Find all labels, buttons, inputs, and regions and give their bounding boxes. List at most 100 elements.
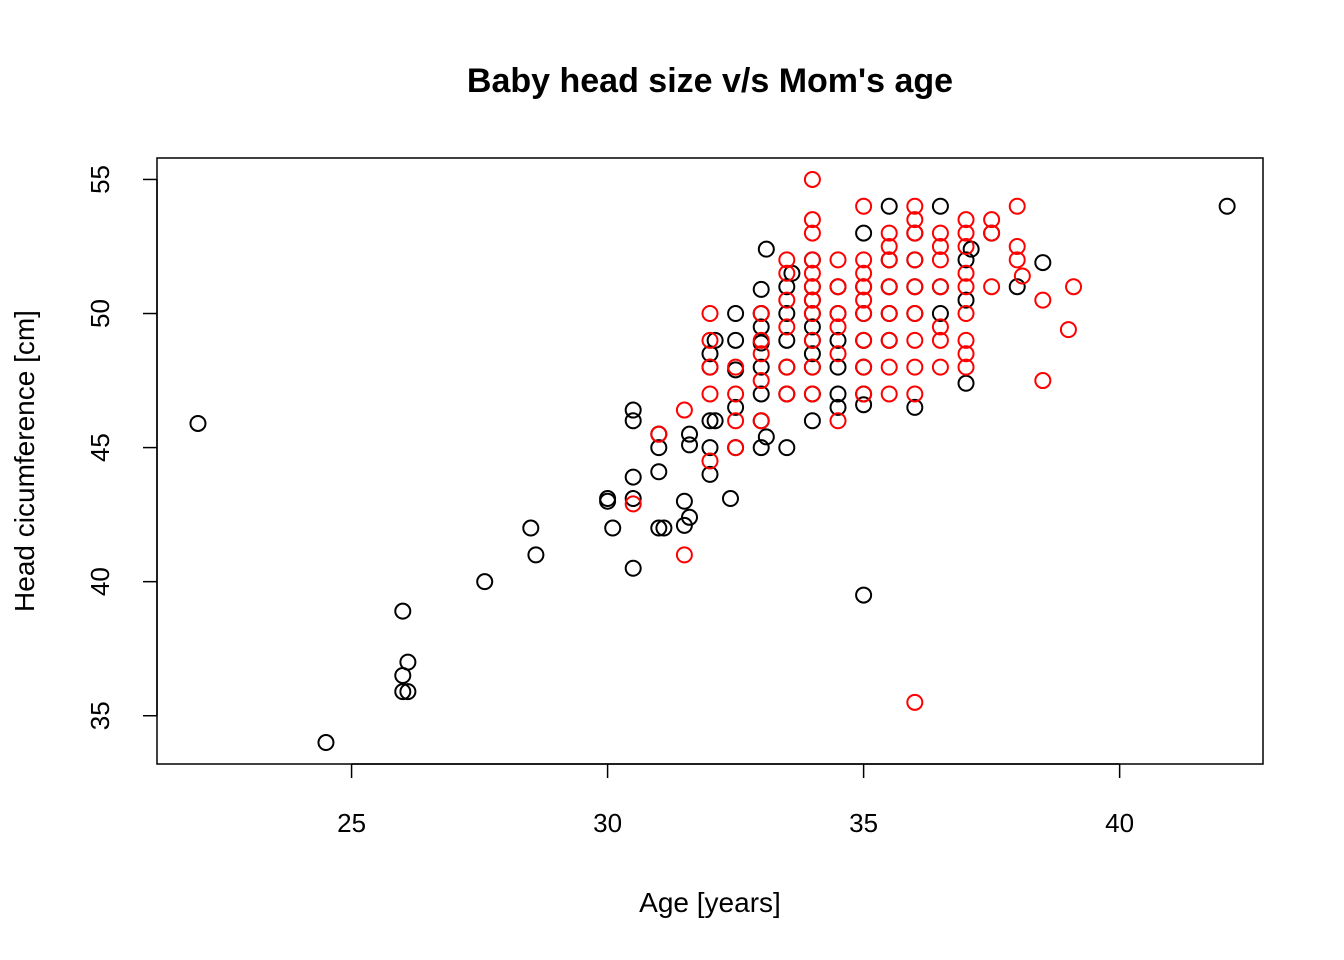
y-tick-label: 35 [85, 701, 115, 730]
plot-frame [156, 157, 1264, 765]
data-point-red [727, 358, 745, 376]
data-point-red [675, 546, 693, 564]
data-point-black [624, 468, 642, 486]
data-point-red [906, 224, 924, 242]
data-point-red [1013, 267, 1031, 285]
data-point-black [752, 385, 770, 403]
data-point-red [803, 291, 821, 309]
data-point-black [599, 492, 617, 510]
data-point-red [1034, 372, 1052, 390]
data-point-black [701, 412, 719, 430]
data-point-red [906, 278, 924, 296]
data-point-red [957, 237, 975, 255]
data-point-red [931, 278, 949, 296]
data-point-red [957, 358, 975, 376]
data-point-black [752, 280, 770, 298]
data-point-red [752, 305, 770, 323]
data-point-red [701, 331, 719, 349]
data-point-black [701, 439, 719, 457]
data-point-red [803, 385, 821, 403]
data-point-red [855, 251, 873, 269]
data-point-black [757, 428, 775, 446]
data-point-red [957, 211, 975, 229]
data-point-red [701, 452, 719, 470]
data-point-black [855, 396, 873, 414]
data-point-black [1008, 278, 1026, 296]
data-point-red [855, 278, 873, 296]
data-point-red [906, 305, 924, 323]
data-point-black [1034, 254, 1052, 272]
x-tick-label: 30 [593, 808, 622, 838]
data-point-black [727, 331, 745, 349]
data-point-black [675, 492, 693, 510]
data-point-red [701, 358, 719, 376]
data-point-red [829, 278, 847, 296]
data-point-black [394, 602, 412, 620]
data-point-red [957, 224, 975, 242]
data-point-red [803, 305, 821, 323]
data-point-red [701, 385, 719, 403]
data-point-black [624, 412, 642, 430]
data-point-red [931, 251, 949, 269]
data-point-black [1218, 197, 1236, 215]
data-point-black [655, 519, 673, 537]
data-point-black [681, 425, 699, 443]
data-point-black [855, 586, 873, 604]
data-point-black [752, 439, 770, 457]
data-points [189, 170, 1236, 752]
data-point-black [778, 439, 796, 457]
data-point-black [957, 374, 975, 392]
data-point-red [880, 251, 898, 269]
data-point-black [778, 305, 796, 323]
data-point-black [706, 331, 724, 349]
data-point-black [527, 546, 545, 564]
data-point-black [624, 401, 642, 419]
data-point-red [906, 358, 924, 376]
data-point-red [752, 412, 770, 430]
data-point-red [957, 278, 975, 296]
data-point-red [624, 495, 642, 513]
data-point-black [394, 683, 412, 701]
y-axis-label: Head cicumference [cm] [9, 310, 40, 612]
data-point-red [829, 305, 847, 323]
data-point-black [855, 224, 873, 242]
data-point-red [1059, 321, 1077, 339]
data-point-red [957, 331, 975, 349]
data-point-red [957, 264, 975, 282]
y-tick-label: 55 [85, 165, 115, 194]
data-point-red [957, 345, 975, 363]
data-point-red [906, 197, 924, 215]
data-point-red [957, 305, 975, 323]
data-point-red [906, 385, 924, 403]
y-tick-label: 50 [85, 299, 115, 328]
data-point-black [829, 331, 847, 349]
data-point-red [778, 385, 796, 403]
data-point-red [727, 439, 745, 457]
data-point-black [803, 318, 821, 336]
data-point-black [727, 305, 745, 323]
data-point-black [399, 653, 417, 671]
data-point-black [727, 398, 745, 416]
data-point-black [803, 412, 821, 430]
data-point-red [752, 345, 770, 363]
data-point-red [931, 224, 949, 242]
x-tick-label: 40 [1105, 808, 1134, 838]
data-point-red [855, 385, 873, 403]
data-point-red [906, 211, 924, 229]
y-tick-label: 45 [85, 433, 115, 462]
data-point-red [701, 305, 719, 323]
data-point-red [829, 412, 847, 430]
data-point-black [650, 463, 668, 481]
data-point-red [983, 278, 1001, 296]
data-point-black [624, 490, 642, 508]
data-point-red [675, 401, 693, 419]
data-point-black [906, 398, 924, 416]
data-point-red [906, 693, 924, 711]
x-tick-label: 35 [849, 808, 878, 838]
data-point-black [957, 251, 975, 269]
data-point-black [650, 439, 668, 457]
data-point-red [803, 251, 821, 269]
data-point-black [706, 412, 724, 430]
data-point-red [880, 237, 898, 255]
